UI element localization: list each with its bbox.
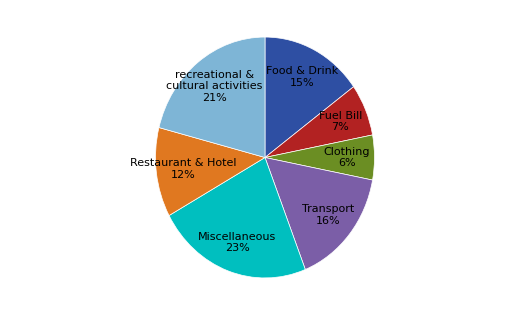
- Wedge shape: [155, 128, 265, 215]
- Text: Clothing
6%: Clothing 6%: [324, 147, 370, 168]
- Wedge shape: [265, 37, 354, 158]
- Text: Restaurant & Hotel
12%: Restaurant & Hotel 12%: [130, 158, 237, 180]
- Wedge shape: [159, 37, 265, 158]
- Wedge shape: [169, 158, 305, 278]
- Text: Food & Drink
15%: Food & Drink 15%: [266, 66, 339, 88]
- Text: Fuel Bill
7%: Fuel Bill 7%: [319, 111, 362, 132]
- Wedge shape: [265, 135, 375, 180]
- Text: recreational &
cultural activities
21%: recreational & cultural activities 21%: [166, 70, 263, 103]
- Text: Miscellaneous
23%: Miscellaneous 23%: [198, 232, 276, 253]
- Text: Transport
16%: Transport 16%: [302, 204, 355, 226]
- Wedge shape: [265, 158, 373, 270]
- Wedge shape: [265, 87, 373, 158]
